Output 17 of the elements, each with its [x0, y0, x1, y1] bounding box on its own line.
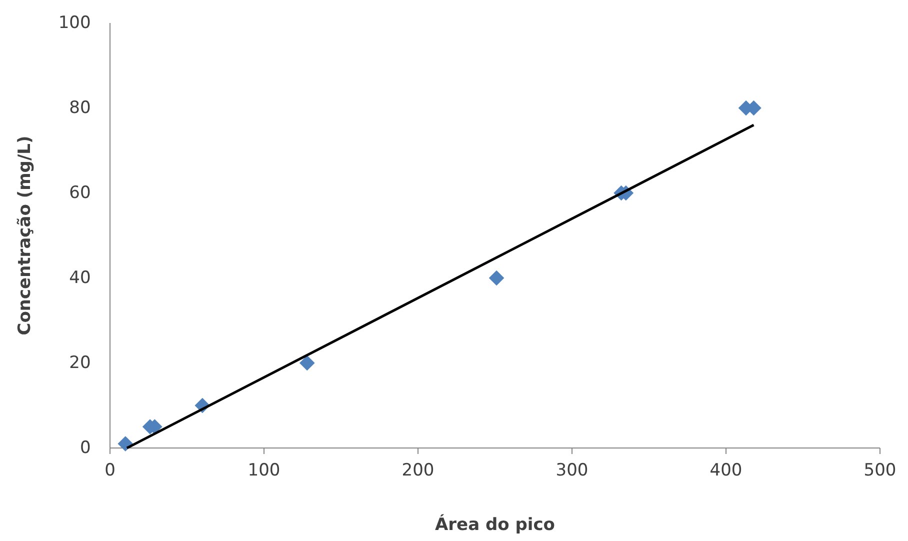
x-tick-label: 100 [248, 460, 280, 481]
y-tick-label: 100 [58, 13, 91, 33]
y-tick-label: 60 [69, 183, 91, 203]
x-tick-label: 0 [104, 460, 116, 481]
x-tick-label: 400 [710, 460, 742, 481]
point [299, 355, 315, 371]
x-axis-title: Área do pico [435, 514, 555, 535]
point [118, 436, 134, 452]
x-tick-label: 500 [864, 460, 896, 481]
x-tick-label: 200 [402, 460, 434, 481]
y-tick-label: 20 [69, 353, 91, 373]
x-tick-label: 300 [556, 460, 588, 481]
y-tick-label: 80 [69, 98, 91, 118]
y-axis-title: Concentração (mg/L) [15, 136, 35, 336]
y-tick-label: 40 [69, 268, 91, 288]
point [488, 270, 504, 286]
y-tick-label: 0 [80, 438, 91, 458]
